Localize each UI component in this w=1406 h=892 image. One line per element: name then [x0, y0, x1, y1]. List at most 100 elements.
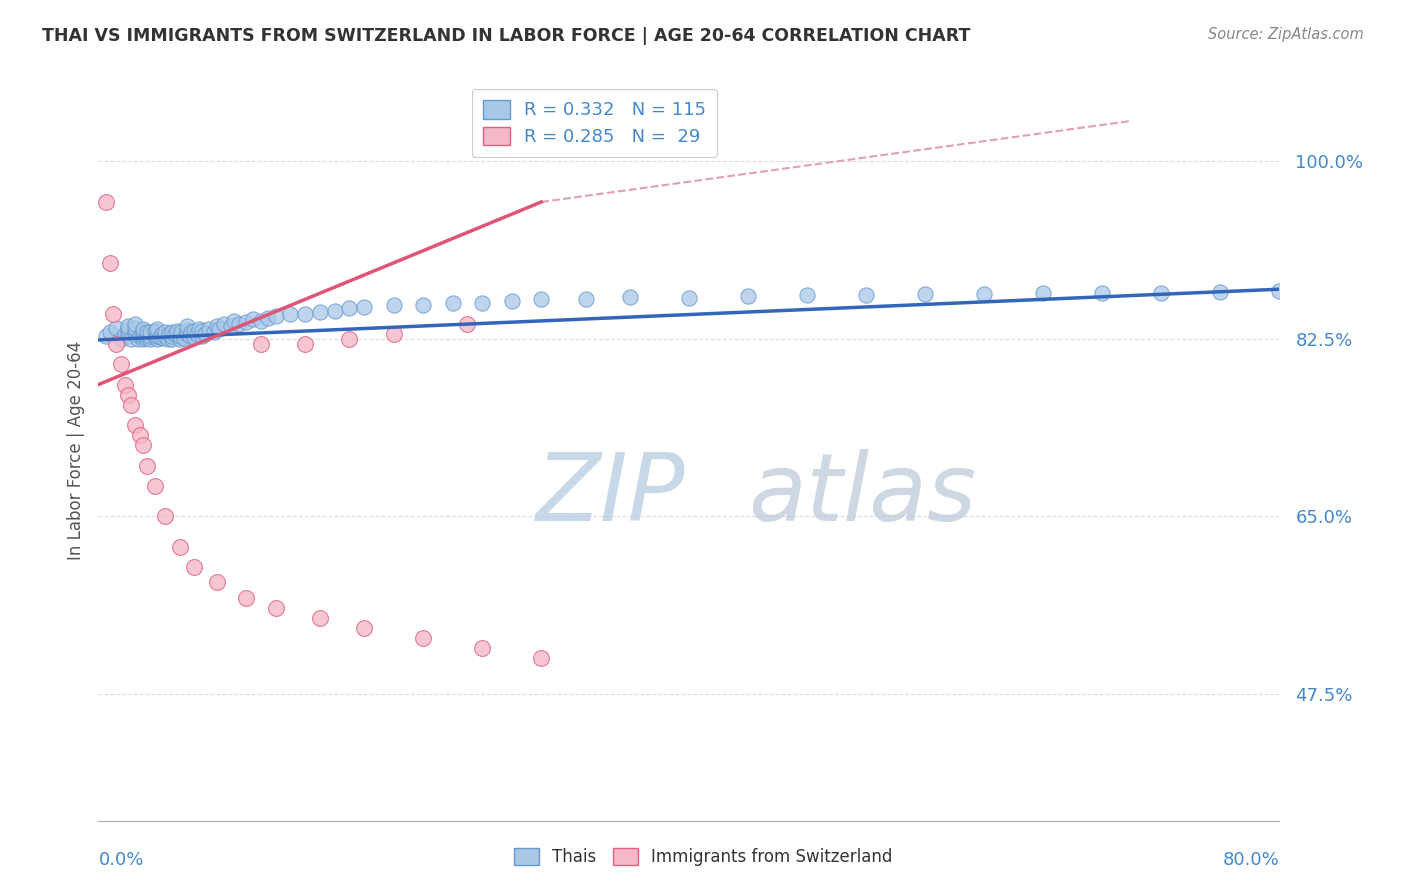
Point: [98, 325, 121, 339]
Point: [250, 313, 273, 327]
Text: THAI VS IMMIGRANTS FROM SWITZERLAND IN LABOR FORCE | AGE 20-64 CORRELATION CHART: THAI VS IMMIGRANTS FROM SWITZERLAND IN L…: [42, 27, 970, 45]
Point: [1209, 285, 1232, 300]
Point: [146, 325, 169, 339]
Point: [162, 329, 183, 343]
Point: [139, 332, 162, 346]
Point: [135, 331, 157, 345]
Point: [146, 322, 169, 336]
Text: 80.0%: 80.0%: [1223, 851, 1279, 869]
Point: [169, 329, 191, 343]
Point: [221, 318, 243, 333]
Point: [264, 600, 287, 615]
Point: [128, 428, 150, 442]
Point: [105, 337, 128, 351]
Point: [353, 301, 375, 315]
Point: [1150, 286, 1173, 301]
Point: [149, 330, 172, 344]
Point: [198, 322, 221, 336]
Point: [143, 479, 166, 493]
Text: Source: ZipAtlas.com: Source: ZipAtlas.com: [1208, 27, 1364, 42]
Point: [339, 301, 361, 316]
Point: [124, 324, 146, 338]
Point: [855, 288, 877, 302]
Point: [339, 332, 361, 346]
Point: [132, 325, 155, 339]
Point: [94, 194, 117, 209]
Text: atlas: atlas: [748, 450, 976, 541]
Point: [120, 332, 142, 346]
Point: [208, 322, 231, 336]
Point: [235, 315, 257, 329]
Point: [796, 288, 818, 302]
Point: [162, 332, 183, 346]
Point: [120, 398, 142, 412]
Legend: Thais, Immigrants from Switzerland: Thais, Immigrants from Switzerland: [505, 840, 901, 875]
Text: 0.0%: 0.0%: [98, 851, 143, 869]
Point: [114, 377, 136, 392]
Point: [250, 337, 273, 351]
Point: [169, 540, 191, 554]
Point: [136, 458, 159, 473]
Point: [157, 326, 180, 341]
Point: [110, 332, 132, 346]
Point: [224, 313, 246, 327]
Point: [146, 332, 169, 346]
Point: [471, 296, 494, 310]
Point: [153, 329, 176, 343]
Point: [186, 326, 208, 341]
Point: [187, 322, 209, 336]
Point: [132, 438, 155, 452]
Point: [235, 591, 257, 605]
Point: [619, 290, 641, 304]
Point: [382, 326, 405, 341]
Point: [205, 575, 228, 590]
Point: [323, 303, 346, 318]
Point: [166, 324, 188, 338]
Point: [136, 325, 159, 339]
Point: [170, 325, 193, 339]
Point: [501, 294, 523, 309]
Point: [294, 337, 316, 351]
Point: [309, 304, 332, 318]
Point: [678, 291, 700, 305]
Point: [309, 611, 332, 625]
Point: [117, 329, 139, 343]
Point: [117, 325, 139, 339]
Point: [471, 641, 494, 656]
Point: [205, 318, 228, 333]
Point: [1091, 286, 1114, 301]
Point: [1032, 286, 1054, 301]
Point: [117, 322, 139, 336]
Point: [441, 296, 464, 310]
Point: [914, 287, 936, 301]
Point: [412, 631, 434, 645]
Point: [264, 309, 287, 323]
Point: [228, 317, 250, 331]
Point: [530, 651, 553, 665]
Point: [191, 329, 214, 343]
Point: [165, 326, 187, 341]
Point: [173, 331, 195, 345]
Point: [179, 329, 201, 343]
Point: [737, 289, 759, 303]
Point: [94, 329, 117, 343]
Point: [457, 317, 479, 331]
Point: [575, 293, 598, 307]
Point: [124, 418, 146, 433]
Point: [124, 326, 146, 341]
Point: [382, 298, 405, 312]
Point: [124, 317, 146, 331]
Point: [132, 332, 155, 346]
Point: [132, 329, 155, 343]
Point: [117, 318, 139, 333]
Point: [139, 329, 162, 343]
Text: ZIP: ZIP: [536, 450, 685, 541]
Point: [183, 560, 205, 574]
Point: [162, 325, 183, 339]
Point: [353, 621, 375, 635]
Point: [191, 324, 214, 338]
Point: [124, 320, 146, 334]
Point: [132, 326, 155, 341]
Point: [136, 329, 159, 343]
Point: [973, 287, 995, 301]
